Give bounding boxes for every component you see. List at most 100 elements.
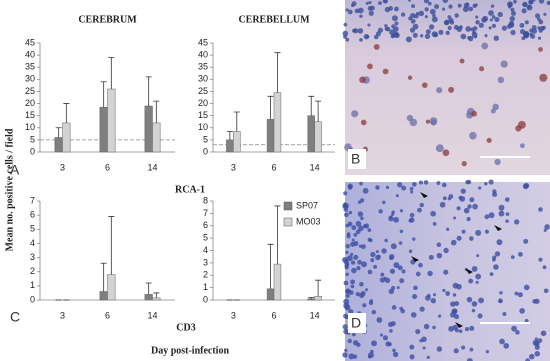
cell: [497, 76, 505, 84]
cell: [357, 28, 364, 34]
cell: [491, 23, 497, 29]
cell: [488, 10, 494, 16]
cell: [425, 29, 431, 35]
cell: [525, 358, 531, 361]
cell: [454, 301, 460, 306]
cell: [392, 348, 396, 353]
cell: [370, 251, 376, 258]
cell: [448, 326, 454, 332]
cell: [493, 35, 499, 41]
cell: [519, 308, 525, 314]
cell: [504, 197, 510, 202]
cell: [508, 22, 515, 28]
y-tick-label: 0: [203, 146, 208, 156]
cell: [522, 2, 527, 7]
y-tick-label: 45: [198, 37, 208, 47]
error-bar: [274, 52, 281, 93]
cell: [367, 354, 372, 359]
y-tick-label: 0: [30, 146, 35, 156]
bar: [152, 297, 161, 301]
cell: [391, 24, 396, 29]
cell: [460, 188, 466, 194]
cell: [471, 110, 478, 117]
cell: [384, 277, 391, 284]
cell: [493, 264, 499, 270]
cell: [391, 305, 397, 310]
cell: [510, 255, 515, 260]
cell: [458, 329, 463, 333]
legend-swatch: [283, 217, 293, 227]
cell: [368, 1, 372, 5]
cell: [496, 239, 503, 246]
cell: [343, 191, 348, 196]
cell: [465, 180, 470, 185]
cell: [510, 7, 515, 12]
cell: [442, 0, 449, 3]
cell: [367, 228, 372, 232]
cell: [363, 224, 368, 229]
cell: [348, 309, 354, 315]
cell: [528, 0, 534, 5]
cell: [418, 262, 423, 268]
cell: [511, 325, 517, 332]
cell: [425, 119, 431, 124]
cell: [423, 323, 430, 330]
cell: [352, 332, 356, 337]
cell: [456, 206, 461, 211]
cell: [357, 7, 364, 14]
cell: [379, 333, 384, 337]
cell: [394, 32, 400, 39]
cell: [477, 313, 483, 319]
cell: [543, 288, 549, 294]
cell: [494, 251, 501, 257]
cell: [500, 60, 508, 68]
cell: [412, 23, 419, 30]
cell: [363, 33, 370, 40]
cell: [369, 299, 374, 303]
cell: [432, 14, 436, 18]
y-tick-label: 5: [30, 224, 35, 234]
cell: [456, 235, 462, 241]
cell: [538, 207, 543, 212]
cell: [350, 284, 355, 289]
bar: [144, 294, 153, 301]
cell: [461, 161, 467, 167]
cell: [538, 47, 543, 52]
arrowhead: [465, 268, 473, 274]
cell: [513, 0, 517, 4]
cell: [445, 30, 450, 36]
cell: [469, 236, 474, 241]
cell: [460, 33, 467, 40]
bar: [266, 288, 275, 301]
cell: [392, 351, 399, 358]
cell: [519, 29, 526, 35]
cell: [378, 1, 382, 6]
error-bar: [55, 127, 62, 138]
cell: [539, 73, 548, 82]
cell: [443, 247, 449, 254]
cell: [412, 237, 416, 241]
cell: [538, 257, 543, 262]
cell: [488, 179, 494, 185]
cell: [412, 32, 418, 38]
cell: [475, 273, 482, 280]
cell: [475, 15, 479, 19]
y-tick-label: 0: [30, 294, 35, 304]
cell: [422, 346, 426, 350]
bar: [107, 274, 116, 301]
cell: [424, 7, 429, 12]
cell: [476, 254, 480, 258]
error-bar: [267, 243, 274, 289]
y-tick-label: 10: [25, 122, 35, 132]
error-bar: [145, 282, 152, 295]
cell: [469, 131, 477, 140]
cell: [437, 314, 442, 318]
cell: [542, 265, 547, 270]
bar: [54, 137, 63, 153]
cell: [534, 337, 538, 341]
cell: [467, 204, 472, 209]
cell: [391, 15, 398, 22]
cell: [486, 137, 492, 143]
cell: [435, 144, 444, 153]
